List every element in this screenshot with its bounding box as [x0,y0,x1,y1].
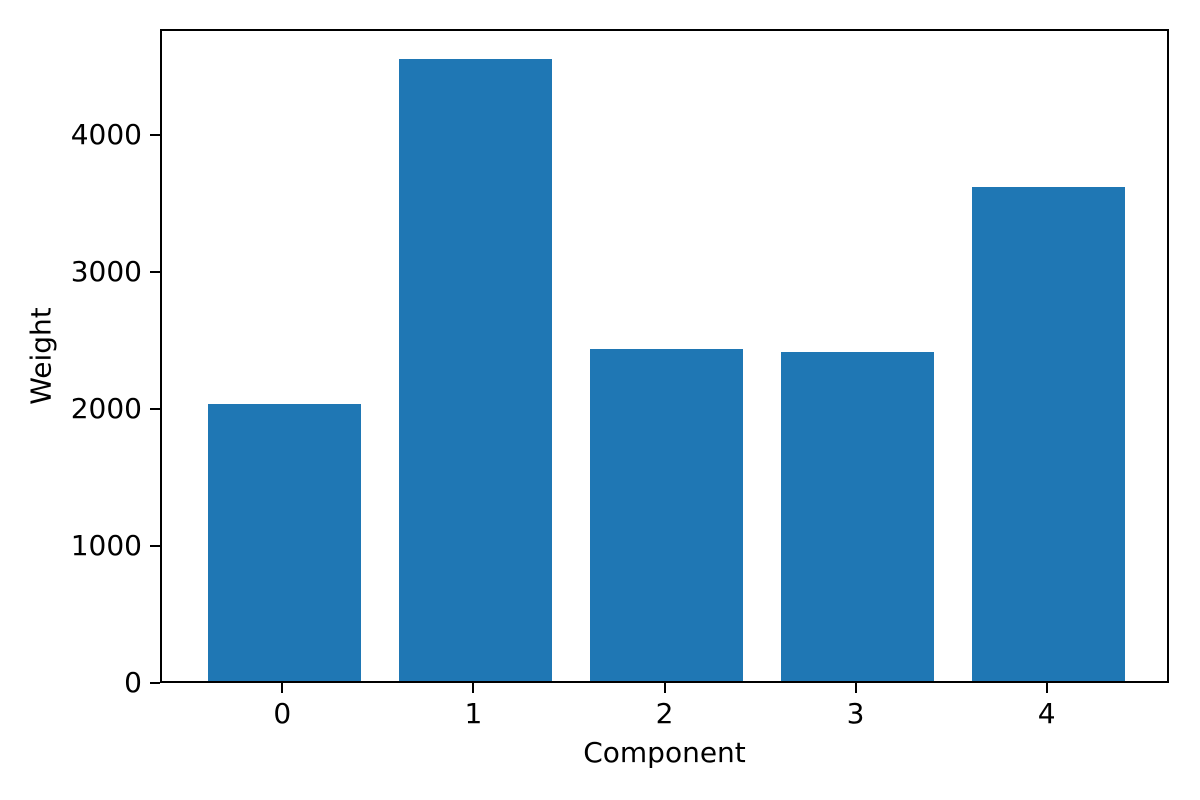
y-tick-0 [150,682,160,684]
y-tick-label-0: 0 [124,666,142,699]
bar-component-3 [781,351,935,681]
x-tick-3 [854,683,857,693]
x-tick-1 [472,683,475,693]
y-tick-label-2000: 2000 [70,391,142,425]
y-tick-3000 [150,270,160,273]
y-tick-label-4000: 4000 [70,117,142,151]
y-tick-1000 [150,544,160,547]
y-tick-label-1000: 1000 [70,528,142,562]
x-tick-2 [663,683,666,693]
bar-component-4 [972,187,1126,681]
plot-area [160,29,1169,683]
y-tick-4000 [150,133,160,136]
x-tick-label-3: 3 [846,697,865,730]
x-tick-0 [281,683,284,693]
x-axis-label: Component [583,736,746,769]
y-tick-2000 [150,407,160,410]
y-axis-label-text: Weight [24,307,58,405]
x-tick-label-2: 2 [655,697,674,730]
x-tick-label-0: 0 [273,697,292,730]
x-tick-4 [1045,683,1048,693]
bar-component-1 [398,58,552,681]
x-tick-label-1: 1 [464,697,483,730]
y-tick-label-3000: 3000 [70,254,142,288]
bar-component-2 [590,349,743,681]
bar-component-0 [207,404,361,681]
x-tick-label-4: 4 [1037,697,1056,730]
